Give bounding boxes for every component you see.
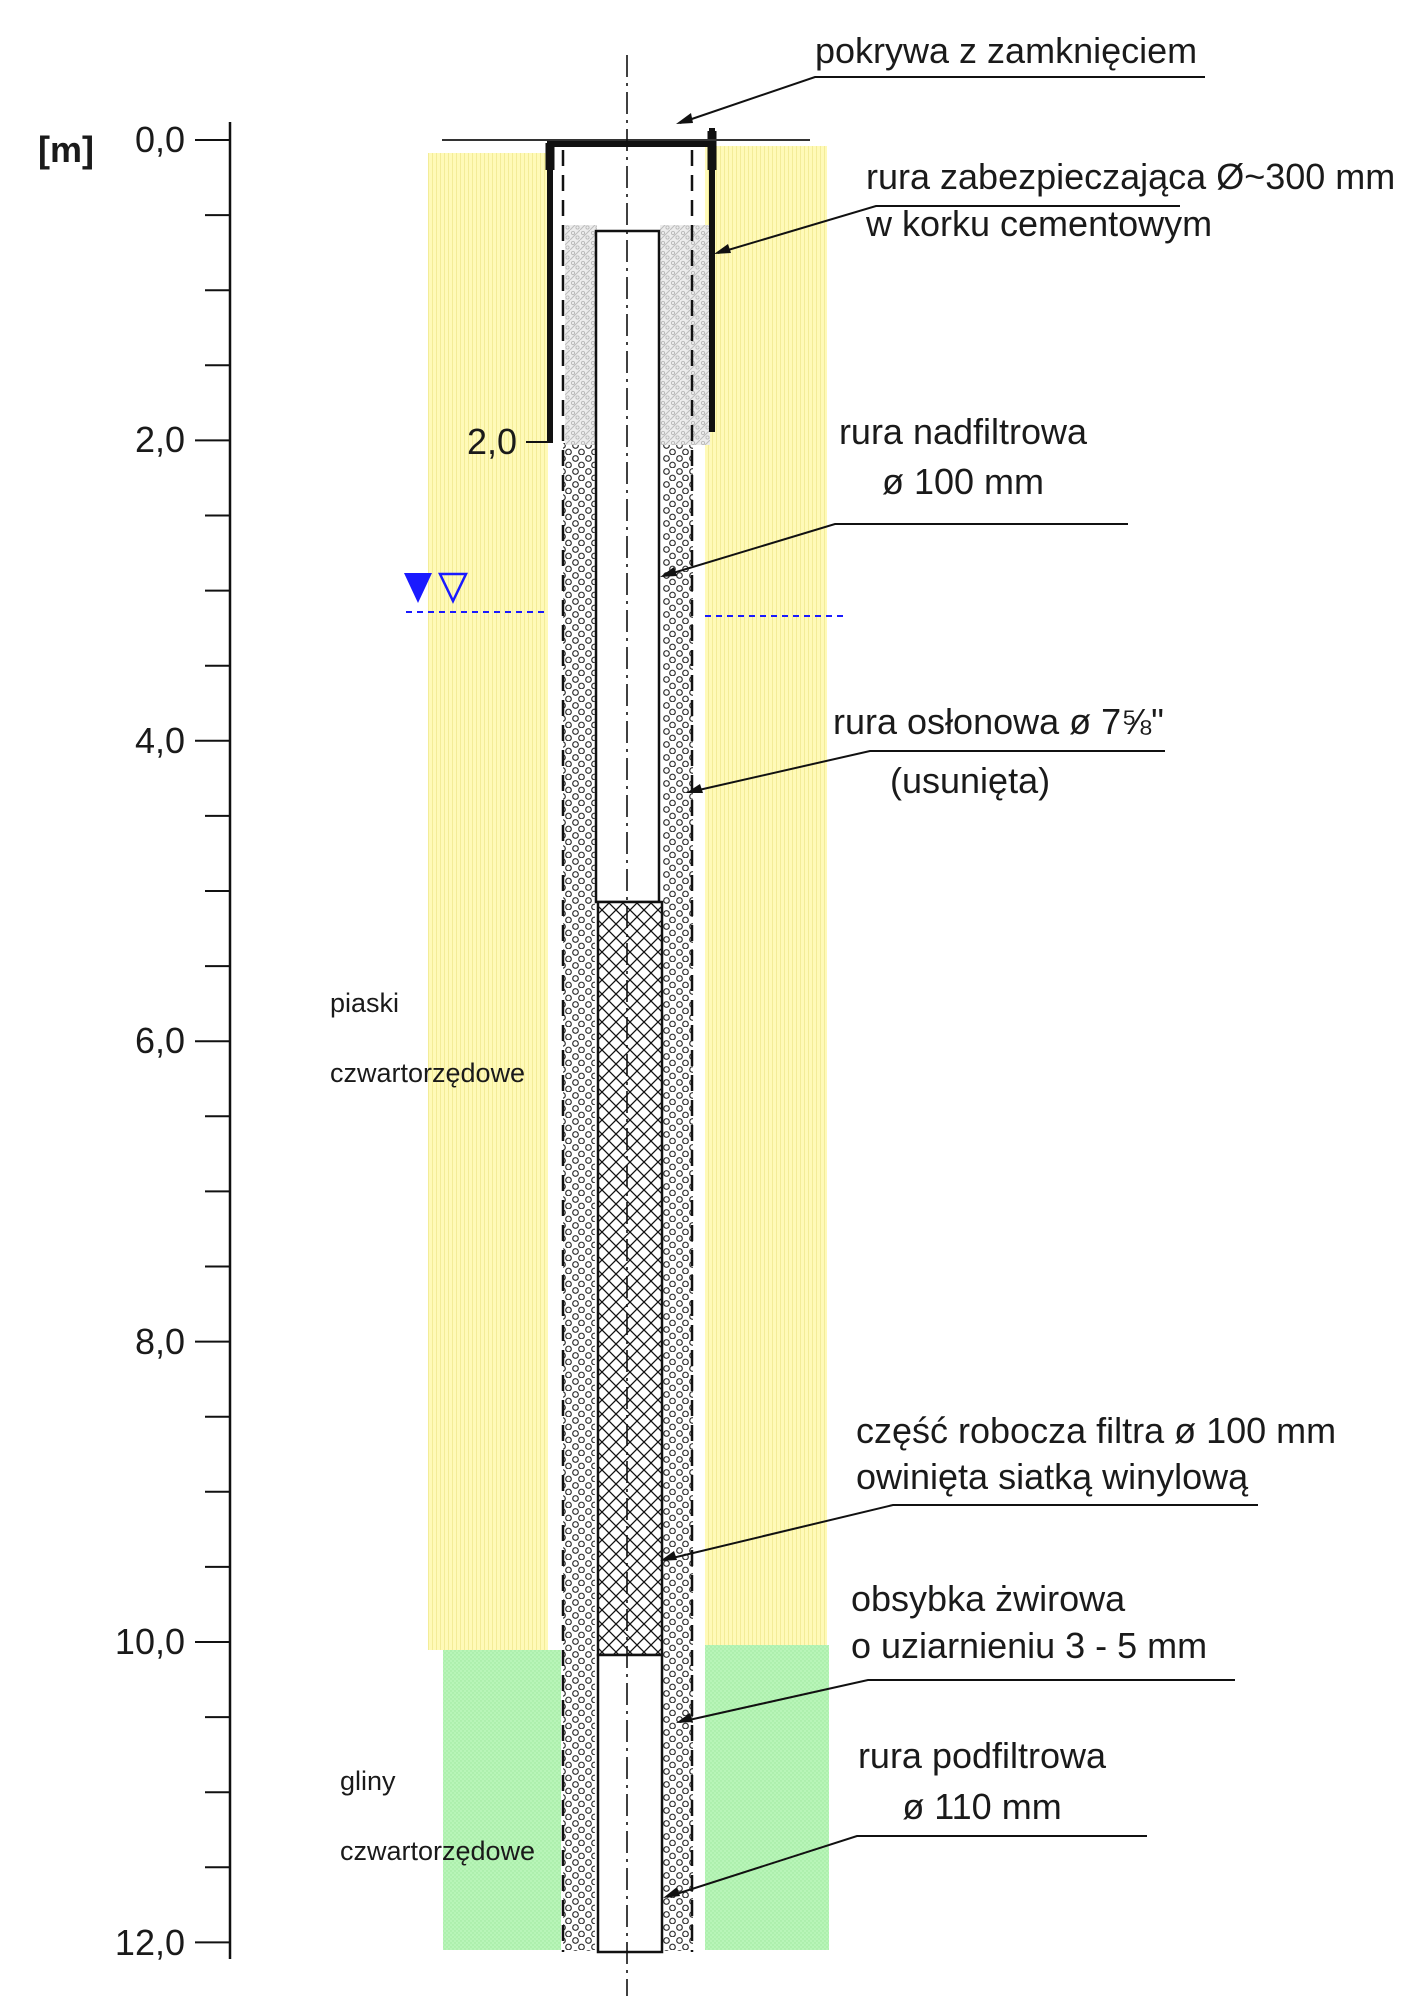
filter-label-line2: owinięta siatką winylową [856,1456,1249,1497]
depth-scale: [m] 0,0 2,0 4,0 6,0 8,0 10,0 12,0 [38,119,232,1963]
tick-label-8: 8,0 [135,1321,185,1362]
above-filter-label-line1: rura nadfiltrowa [839,411,1088,452]
gravel-pack-left [563,443,595,1951]
arrowhead-above-filter [660,567,677,577]
arrowhead-protective [714,244,731,254]
filter-screen [596,900,664,1657]
tick-label-0: 0,0 [135,119,185,160]
protective-pipe [545,128,717,443]
tick-label-2: 2,0 [135,419,185,460]
scale-unit-label: [m] [38,129,94,170]
casing-label-line2: (usunięta) [890,760,1050,801]
tick-label-10: 10,0 [115,1621,185,1662]
tick-label-6: 6,0 [135,1020,185,1061]
water-level-triangle-filled-icon [404,573,432,603]
leader-lines [662,76,1258,1898]
tick-marks [195,139,230,1944]
cement-plug [565,225,710,445]
clay-label-line1: gliny [340,1766,396,1796]
below-filter-label-line1: rura podfiltrowa [858,1735,1107,1776]
arrowhead-below-filter [663,1887,680,1898]
casing-depth-label: 2,0 [467,421,517,462]
sand-layer-right [705,146,827,1648]
clay-layer-right [705,1645,829,1950]
arrowhead-casing [686,784,703,793]
above-filter-label-line2: ø 100 mm [882,461,1044,502]
water-level-triangle-outline-icon [438,572,468,604]
below-filter-pipe [596,1653,664,1954]
arrowhead-cover [676,113,693,124]
tick-label-12: 12,0 [115,1922,185,1963]
casing-removed [561,150,694,1952]
filter-label-line1: część robocza filtra ø 100 mm [856,1410,1336,1451]
cover-label: pokrywa z zamknięciem [815,30,1197,71]
protective-pipe-label-line2: w korku cementowym [865,203,1212,244]
protective-pipe-label-line1: rura zabezpieczająca Ø~300 mm [866,156,1395,197]
gravel-label-line2: o uziarnieniu 3 - 5 mm [851,1625,1207,1666]
clay-label-line2: czwartorzędowe [340,1836,535,1866]
sand-label-line1: piaski [330,988,399,1018]
tick-label-4: 4,0 [135,720,185,761]
sand-layer-left [428,153,548,1650]
arrowhead-filter [660,1551,677,1561]
gravel-pack [563,443,693,1951]
casing-label-line1: rura osłonowa ø 7⅝" [833,701,1164,742]
sand-label-line2: czwartorzędowe [330,1058,525,1088]
arrowhead-gravel [676,1713,693,1723]
gravel-pack-right [663,443,693,1951]
casing-depth-marker: 2,0 [467,421,548,462]
soil-strata [428,146,829,1950]
water-level [404,572,844,617]
clay-layer-left [443,1650,561,1950]
leader-arrowheads [660,113,731,1898]
gravel-label-line1: obsybka żwirowa [851,1578,1126,1619]
below-filter-label-line2: ø 110 mm [902,1786,1061,1827]
